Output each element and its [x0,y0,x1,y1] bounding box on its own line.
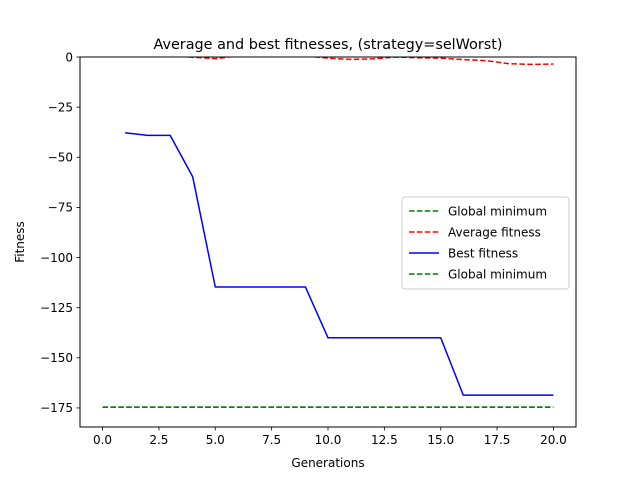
legend-label: Global minimum [448,204,547,218]
y-axis-label: Fitness [13,221,27,263]
x-tick-label: 0.0 [93,433,112,447]
y-tick-label: −25 [48,100,73,114]
series-layer [102,57,554,408]
x-axis: 0.0 2.5 5.0 7.5 10.0 12.5 15.0 17.5 20.0 [93,427,567,447]
y-tick-label: −75 [48,201,73,215]
x-tick-label: 7.5 [262,433,281,447]
x-tick-label: 17.5 [484,433,511,447]
x-tick-label: 10.0 [315,433,342,447]
legend-box [401,196,570,290]
y-tick-label: −125 [40,301,73,315]
chart-title: Average and best fitnesses, (strategy=se… [153,37,502,53]
y-tick-label: −100 [40,251,73,265]
legend-label: Global minimum [448,267,547,281]
x-tick-label: 15.0 [427,433,454,447]
x-tick-label: 12.5 [371,433,398,447]
legend-label: Average fitness [448,225,541,239]
legend: Global minimum Average fitness Best fitnes… [401,196,570,290]
y-tick-label: −50 [48,151,73,165]
series-line-2 [125,132,554,396]
x-tick-label: 5.0 [206,433,225,447]
y-axis: 0 −25 −50 −75 −100 −125 −150 −175 [40,50,80,415]
y-tick-label: −150 [40,351,73,365]
y-tick-label: 0 [65,50,73,64]
legend-label: Best fitness [448,246,518,260]
x-tick-label: 20.0 [540,433,567,447]
x-axis-label: Generations [291,456,364,470]
x-tick-label: 2.5 [149,433,168,447]
y-tick-label: −175 [40,401,73,415]
